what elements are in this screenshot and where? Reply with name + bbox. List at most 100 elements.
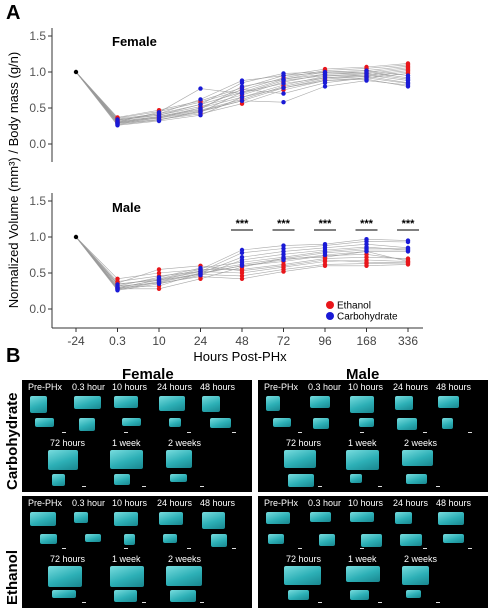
data-point bbox=[198, 271, 203, 276]
timepoint-label: 24 hours bbox=[393, 382, 429, 392]
y-tick-label: 1.0 bbox=[29, 65, 46, 79]
liver-render bbox=[166, 450, 192, 468]
timepoint-label: 0.3 hour bbox=[308, 498, 342, 508]
timepoint-label: 48 hours bbox=[200, 382, 236, 392]
timepoint-label: 72 hours bbox=[286, 554, 322, 564]
data-point bbox=[156, 267, 162, 272]
timepoint-label: 10 hours bbox=[348, 498, 384, 508]
data-point bbox=[364, 249, 369, 254]
data-point bbox=[364, 263, 369, 268]
liver-render bbox=[288, 590, 309, 600]
data-point bbox=[115, 287, 120, 292]
liver-render bbox=[266, 512, 290, 524]
liver-render bbox=[110, 566, 144, 587]
scale-bar bbox=[232, 432, 236, 433]
y-tick-label: 1.5 bbox=[29, 194, 46, 208]
data-point bbox=[198, 108, 203, 114]
liver-render bbox=[35, 418, 54, 427]
data-point bbox=[156, 118, 162, 123]
data-point bbox=[364, 260, 369, 265]
liver-render bbox=[346, 566, 380, 582]
liver-render bbox=[395, 396, 413, 410]
panel-title-female: Female bbox=[112, 34, 157, 49]
data-point bbox=[198, 276, 203, 281]
timepoint-label: 72 hours bbox=[50, 554, 86, 564]
timepoint-label: 48 hours bbox=[200, 498, 236, 508]
scale-bar bbox=[82, 486, 86, 487]
liver-render bbox=[402, 450, 433, 466]
row-label-ethanol: Ethanol bbox=[4, 550, 21, 605]
scale-bar bbox=[423, 432, 427, 433]
liver-render bbox=[85, 534, 101, 542]
significance-label: *** bbox=[277, 218, 291, 230]
y-tick-label: 1.0 bbox=[29, 230, 46, 244]
liver-render bbox=[202, 512, 225, 529]
y-tick-label: 0.0 bbox=[29, 302, 46, 316]
microscopy-panel: Female Male Carbohydrate Ethanol Pre-PHx… bbox=[0, 350, 491, 609]
liver-render bbox=[442, 418, 453, 429]
timepoint-label: 0.3 hour bbox=[308, 382, 342, 392]
scale-bar bbox=[298, 432, 302, 433]
data-point bbox=[239, 250, 245, 255]
data-point bbox=[156, 280, 162, 285]
timepoint-label: 48 hours bbox=[436, 498, 472, 508]
liver-render bbox=[402, 566, 429, 585]
data-point bbox=[281, 85, 286, 91]
scale-bar bbox=[187, 548, 191, 549]
liver-render bbox=[319, 534, 335, 546]
liver-render bbox=[211, 534, 227, 547]
column-label-female: Female bbox=[122, 366, 174, 383]
liver-render bbox=[170, 590, 196, 602]
liver-render bbox=[48, 566, 82, 587]
data-point bbox=[198, 97, 203, 102]
scale-bar bbox=[232, 548, 236, 549]
data-point bbox=[239, 98, 245, 104]
timepoint-label: 10 hours bbox=[112, 382, 148, 392]
y-tick-label: 1.5 bbox=[29, 29, 46, 43]
liver-render bbox=[122, 418, 141, 426]
scale-bar bbox=[62, 548, 66, 549]
data-point bbox=[115, 119, 120, 124]
data-point bbox=[322, 84, 328, 89]
data-point bbox=[198, 86, 203, 91]
liver-render bbox=[350, 590, 369, 600]
data-point bbox=[405, 260, 411, 266]
timepoint-label: 1 week bbox=[112, 554, 141, 564]
timepoint-label: 24 hours bbox=[157, 382, 193, 392]
timepoint-label: 2 weeks bbox=[168, 438, 202, 448]
liver-render bbox=[159, 512, 183, 525]
liver-render bbox=[406, 474, 427, 484]
data-point bbox=[281, 269, 286, 274]
data-point bbox=[281, 73, 286, 78]
scale-bar bbox=[378, 486, 382, 487]
data-point bbox=[198, 113, 203, 118]
timepoint-label: 2 weeks bbox=[404, 554, 438, 564]
timepoint-label: 1 week bbox=[348, 438, 377, 448]
cell-male-ethanol: Pre-PHx 0.3 hour 10 hours 24 hours 48 hours 7… bbox=[258, 496, 488, 608]
liver-render bbox=[202, 396, 220, 412]
liver-render bbox=[40, 534, 57, 544]
cell-female-ethanol: Pre-PHx 0.3 hour 10 hours 24 hours 48 hours 7… bbox=[22, 496, 252, 608]
legend-label-carbohydrate: Carbohydrate bbox=[337, 312, 398, 323]
data-point bbox=[322, 252, 328, 258]
timepoint-label: 1 week bbox=[112, 438, 141, 448]
liver-render bbox=[406, 590, 421, 598]
timepoint-label: 10 hours bbox=[348, 382, 384, 392]
data-point bbox=[239, 91, 245, 96]
liver-render bbox=[74, 512, 88, 523]
liver-render bbox=[284, 566, 321, 585]
liver-render bbox=[79, 418, 95, 431]
liver-render bbox=[395, 512, 412, 524]
data-point bbox=[405, 61, 411, 66]
scale-bar bbox=[62, 432, 66, 433]
data-point bbox=[364, 72, 369, 78]
scale-bar bbox=[436, 486, 440, 487]
liver-render bbox=[52, 474, 65, 486]
liver-render bbox=[438, 396, 459, 408]
data-point bbox=[239, 78, 245, 83]
liver-render bbox=[30, 396, 47, 413]
liver-render bbox=[124, 534, 135, 545]
liver-render bbox=[361, 534, 382, 547]
scale-bar bbox=[318, 602, 322, 603]
data-point bbox=[239, 276, 245, 281]
